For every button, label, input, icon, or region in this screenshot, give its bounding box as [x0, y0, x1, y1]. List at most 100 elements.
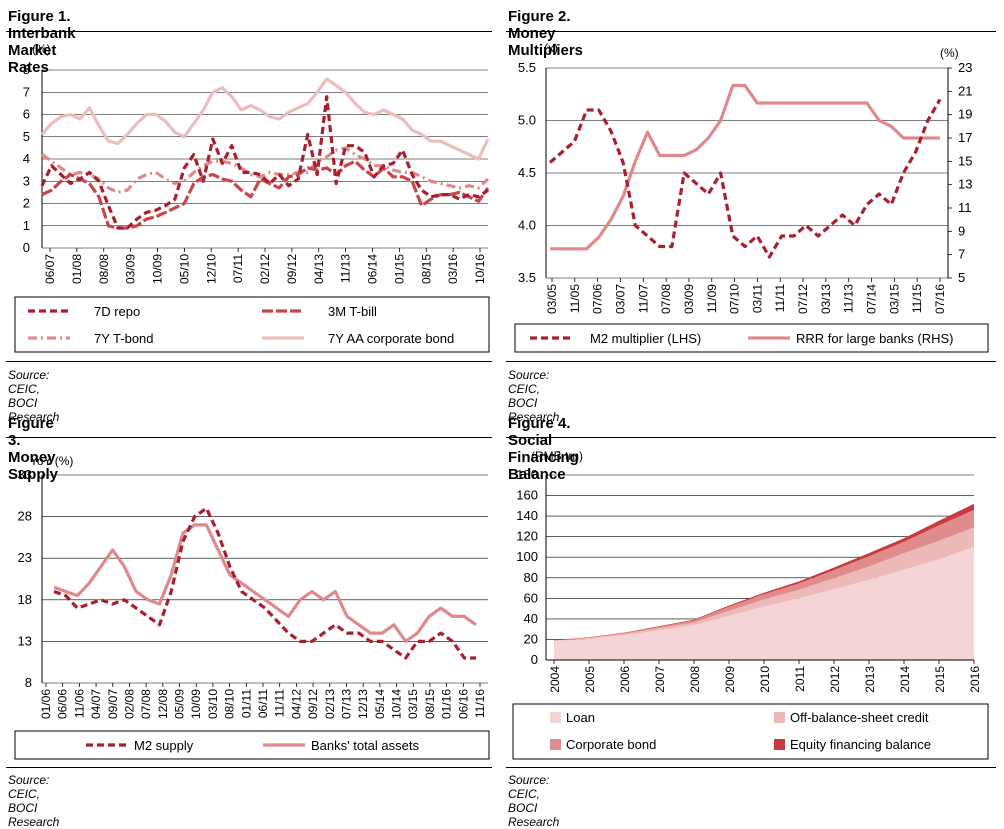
- y-tick-label: 7: [23, 84, 30, 99]
- figure-3-source-rule: [6, 767, 492, 768]
- x-tick-label: 2007: [653, 666, 667, 693]
- y-tick-label: 13: [18, 633, 32, 648]
- x-tick-label: 2013: [863, 666, 877, 693]
- y-tick-label: 5.5: [518, 60, 536, 75]
- x-tick-label: 09/12: [285, 254, 299, 284]
- series-line-m2-supply: [53, 506, 476, 660]
- figure-2-chart: 3.5 4.0 4.5 5.0 5.5 5 7 9 11 13 15 17 19 21 23 (x) (%) 03…: [514, 41, 989, 353]
- x-tick-label: 09/07: [106, 689, 120, 719]
- x-tick-label: 05/14: [373, 689, 387, 719]
- figure-4-title-rule: [506, 437, 996, 438]
- x-tick-label: 10/09: [189, 689, 203, 719]
- figure-4-chart: 0 20 40 60 80 100 120 140 160 180 (RMB trn) 2004 200…: [512, 449, 989, 760]
- x-tick-label: 01/11: [239, 689, 253, 718]
- x-tick-label: 10/16: [473, 254, 487, 284]
- legend-swatch: [774, 712, 785, 723]
- x-tick-label: 07/13: [339, 689, 353, 719]
- x-tick-label: 05/09: [173, 689, 187, 719]
- x-tick-label: 2008: [688, 666, 702, 693]
- y2-tick-label: 9: [958, 223, 965, 238]
- y-unit-label: YoY (%): [30, 454, 73, 468]
- y-unit-label: (%): [32, 42, 51, 56]
- y-tick-label: 2: [23, 196, 30, 211]
- y-unit-label: (RMB trn): [531, 449, 583, 463]
- y-tick-label: 18: [18, 592, 32, 607]
- y-tick-label: 40: [524, 611, 538, 626]
- y-tick-label: 140: [516, 508, 538, 523]
- figure-1-title: Figure 1. Interbank Market Rates: [8, 8, 76, 76]
- x-tick-label: 2016: [968, 666, 982, 693]
- x-tick-label: 03/15: [887, 284, 901, 314]
- y2-tick-label: 21: [958, 83, 972, 98]
- x-tick-label: 10/09: [151, 254, 165, 284]
- y2-tick-label: 13: [958, 177, 972, 192]
- x-tick-label: 08/15: [423, 689, 437, 719]
- series-line-rrr: [550, 83, 940, 251]
- legend-swatch: [774, 739, 785, 750]
- y2-tick-label: 7: [958, 247, 965, 262]
- legend-label: M2 supply: [134, 738, 194, 753]
- legend-label: 7Y AA corporate bond: [328, 331, 454, 346]
- y2-tick-label: 5: [958, 270, 965, 285]
- x-tick-label: 08/10: [223, 689, 237, 719]
- y-tick-label: 100: [516, 549, 538, 564]
- x-tick-label: 07/10: [728, 284, 742, 314]
- x-tick-label: 11/07: [636, 284, 650, 313]
- figure-4-source: Source: CEIC, BOCI Research: [508, 773, 560, 829]
- x-tick-label: 03/13: [819, 284, 833, 314]
- x-tick-label: 11/15: [910, 284, 924, 313]
- x-tick-label: 02/08: [122, 689, 136, 719]
- figure-1-source-rule: [6, 361, 492, 362]
- figure-1-chart: 0 1 2 3 4 5 6 7 8(%) 06/07 01/08 08/08 03/09 10/09 05/…: [14, 42, 490, 353]
- x-tick-label: 11/09: [705, 284, 719, 313]
- x-tick-label: 06/16: [456, 689, 470, 719]
- x-tick-label: 03/09: [124, 254, 138, 284]
- x-tick-label: 2009: [723, 666, 737, 693]
- x-tick-label: 12/10: [204, 254, 218, 284]
- x-tick-label: 03/07: [613, 284, 627, 314]
- legend-label: 7Y T-bond: [94, 331, 154, 346]
- legend-label: Off-balance-sheet credit: [790, 710, 929, 725]
- x-tick-label: 01/16: [440, 689, 454, 719]
- y-tick-label: 60: [524, 590, 538, 605]
- y2-tick-label: 17: [958, 130, 972, 145]
- y-tick-label: 120: [516, 529, 538, 544]
- x-tick-label: 2015: [933, 666, 947, 693]
- figure-2-source-rule: [506, 361, 996, 362]
- x-tick-label: 11/06: [72, 689, 86, 718]
- x-tick-label: 11/13: [842, 284, 856, 313]
- y-tick-label: 3: [23, 173, 30, 188]
- x-tick-label: 08/15: [419, 254, 433, 284]
- legend-box: [14, 730, 490, 760]
- y-unit-label: (x): [544, 41, 558, 55]
- x-tick-label: 03/16: [446, 254, 460, 284]
- figure-4-source-rule: [506, 767, 996, 768]
- series-line-banks-total-assets: [53, 523, 477, 644]
- x-tick-label: 02/13: [323, 689, 337, 719]
- y-tick-label: 4.0: [518, 218, 536, 233]
- y-tick-label: 23: [18, 550, 32, 565]
- y2-unit-label: (%): [940, 46, 959, 60]
- y2-tick-label: 11: [958, 200, 972, 215]
- x-tick-label: 2014: [898, 666, 912, 693]
- y-tick-label: 4.5: [518, 165, 536, 180]
- y-tick-label: 0: [531, 652, 538, 667]
- x-tick-label: 12/08: [156, 689, 170, 719]
- x-tick-label: 04/12: [289, 689, 303, 719]
- y-tick-label: 4: [23, 151, 30, 166]
- x-tick-label: 07/08: [659, 284, 673, 314]
- y-tick-label: 160: [516, 488, 538, 503]
- x-tick-label: 01/15: [392, 254, 406, 284]
- legend-label: Loan: [566, 710, 595, 725]
- legend-box: [512, 703, 989, 760]
- y-tick-label: 5: [23, 129, 30, 144]
- series-line-7y-t-bond: [41, 146, 490, 194]
- x-tick-label: 11/11: [273, 689, 287, 718]
- x-tick-label: 11/05: [568, 284, 582, 313]
- y-tick-label: 8: [25, 675, 32, 690]
- x-tick-label: 2006: [618, 666, 632, 693]
- figure-1-source: Source: CEIC, BOCI Research: [8, 368, 60, 424]
- y-tick-label: 28: [18, 509, 32, 524]
- legend-box: [514, 323, 989, 353]
- legend-label: M2 multiplier (LHS): [590, 331, 701, 346]
